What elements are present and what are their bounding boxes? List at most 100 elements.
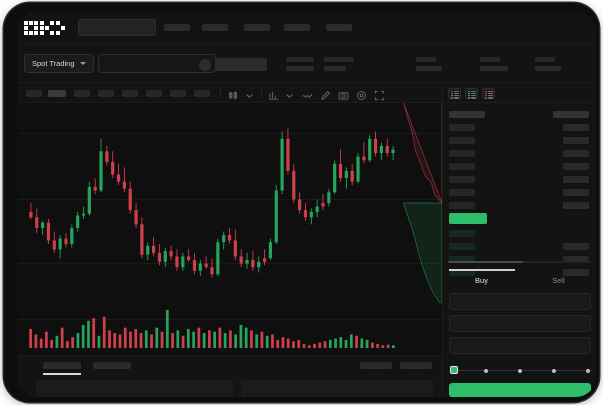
timeframe-1[interactable] — [26, 90, 42, 97]
line-chart-icon[interactable] — [302, 88, 313, 99]
timeframe-3[interactable] — [74, 90, 90, 97]
okx-logo-icon[interactable] — [24, 21, 65, 35]
volume-series — [29, 310, 395, 348]
orderbook-ask-size — [563, 189, 589, 196]
indicators-icon[interactable] — [268, 88, 279, 100]
orderbook-col-header-price — [449, 111, 485, 118]
timeframe-8[interactable] — [194, 90, 210, 97]
toolbar-divider — [220, 88, 221, 98]
orderbook-bid-row[interactable] — [449, 269, 475, 276]
ticker-stat-3 — [416, 57, 442, 71]
orderbook-header — [443, 83, 596, 103]
candlestick-series — [29, 128, 395, 278]
chevron-down-icon — [79, 62, 86, 65]
chart-gridline — [18, 133, 442, 134]
toolbar-divider — [261, 88, 262, 98]
timeframe-6[interactable] — [146, 90, 162, 97]
order-form — [443, 291, 596, 397]
timeframe-7[interactable] — [170, 90, 186, 97]
orderbook-bid-row[interactable] — [449, 256, 475, 263]
camera-icon[interactable] — [338, 88, 349, 100]
orderbook-both-icon[interactable] — [448, 88, 461, 99]
fullscreen-icon[interactable] — [374, 88, 385, 101]
orderbook-ask-row[interactable] — [449, 137, 475, 144]
timeframe-2[interactable] — [48, 90, 66, 97]
depth-chart-overlay — [403, 103, 442, 303]
chart-toolbar — [18, 83, 442, 103]
submit-order-button[interactable] — [449, 383, 591, 397]
orderbook-ask-row[interactable] — [449, 189, 475, 196]
orderbook-scrollbar-thumb[interactable] — [448, 261, 523, 263]
ticker-stat-5 — [535, 57, 561, 71]
ticker-stat-1 — [286, 57, 314, 71]
order-field-2[interactable] — [449, 315, 591, 332]
orders-tab-2[interactable] — [93, 362, 131, 369]
orderbook-ask-size — [563, 163, 589, 170]
market-type-label: Spot Trading — [32, 59, 75, 68]
market-type-dropdown[interactable]: Spot Trading — [24, 54, 94, 73]
nav-item-2[interactable] — [202, 24, 228, 31]
ticker-stat-4 — [480, 57, 508, 71]
orders-action-1[interactable] — [360, 362, 392, 369]
amount-slider-step[interactable] — [518, 368, 522, 373]
pencil-icon[interactable] — [320, 88, 331, 100]
tab-sell[interactable]: Sell — [552, 276, 565, 285]
orderbook-last-price — [449, 213, 487, 224]
nav-item-4[interactable] — [284, 24, 310, 31]
orderbook-ask-row[interactable] — [449, 163, 475, 170]
orders-tab-active-indicator — [43, 373, 81, 375]
device-bezel: Spot Trading — [4, 3, 599, 402]
orderbook-ask-size — [563, 150, 589, 157]
tab-buy[interactable]: Buy — [475, 276, 488, 285]
orderbook-bids-icon[interactable] — [465, 88, 478, 99]
orderbook-and-order-form: Buy Sell — [442, 83, 596, 397]
pair-avatar — [199, 59, 211, 71]
amount-slider-track[interactable] — [453, 370, 591, 372]
price-chart[interactable] — [18, 103, 442, 355]
orderbook-bid-row[interactable] — [449, 230, 475, 237]
settings-icon[interactable] — [356, 88, 367, 100]
nav-item-3[interactable] — [244, 24, 270, 31]
amount-slider-handle[interactable] — [450, 366, 458, 374]
nav-item-1[interactable] — [164, 24, 190, 31]
amount-slider-step[interactable] — [586, 368, 590, 373]
orderbook-bid-size — [563, 269, 589, 276]
orderbook-bid-size — [563, 243, 589, 250]
candlestick-icon[interactable] — [228, 88, 239, 100]
orderbook-ask-size — [563, 124, 589, 131]
order-form-active-indicator — [449, 269, 515, 271]
orderbook-bid-size — [563, 256, 589, 263]
nav-item-5[interactable] — [326, 24, 352, 31]
orders-panel-right — [241, 380, 433, 397]
orderbook-col-header-size — [553, 111, 589, 118]
orders-tab-1[interactable] — [43, 362, 81, 369]
order-field-1[interactable] — [449, 293, 591, 310]
chevron-down-icon[interactable] — [284, 88, 295, 99]
search-input[interactable] — [78, 19, 156, 36]
chart-gridline — [18, 319, 442, 320]
orders-panel-left — [36, 380, 233, 397]
orders-action-2[interactable] — [400, 362, 432, 369]
orderbook-rows[interactable] — [443, 103, 596, 277]
orderbook-ask-row[interactable] — [449, 176, 475, 183]
ticker-bar: Spot Trading — [18, 44, 596, 83]
chart-gridline — [18, 263, 442, 264]
orderbook-bid-row[interactable] — [449, 243, 475, 250]
timeframe-4[interactable] — [98, 90, 114, 97]
orderbook-ask-size — [563, 176, 589, 183]
ticker-stat-2 — [324, 57, 354, 71]
orderbook-ask-row[interactable] — [449, 124, 475, 131]
orderbook-ask-row[interactable] — [449, 150, 475, 157]
timeframe-5[interactable] — [122, 90, 138, 97]
order-form-tabs: Buy Sell — [443, 269, 596, 291]
orderbook-asks-icon[interactable] — [482, 88, 495, 99]
chart-gridline — [18, 199, 442, 200]
app-screen: Spot Trading — [18, 11, 596, 397]
chevron-down-icon[interactable] — [244, 88, 255, 99]
orderbook-ask-row[interactable] — [449, 202, 475, 209]
last-price-value — [215, 58, 267, 71]
amount-slider-step[interactable] — [484, 368, 488, 373]
order-field-3[interactable] — [449, 337, 591, 354]
amount-slider-step[interactable] — [552, 368, 556, 373]
